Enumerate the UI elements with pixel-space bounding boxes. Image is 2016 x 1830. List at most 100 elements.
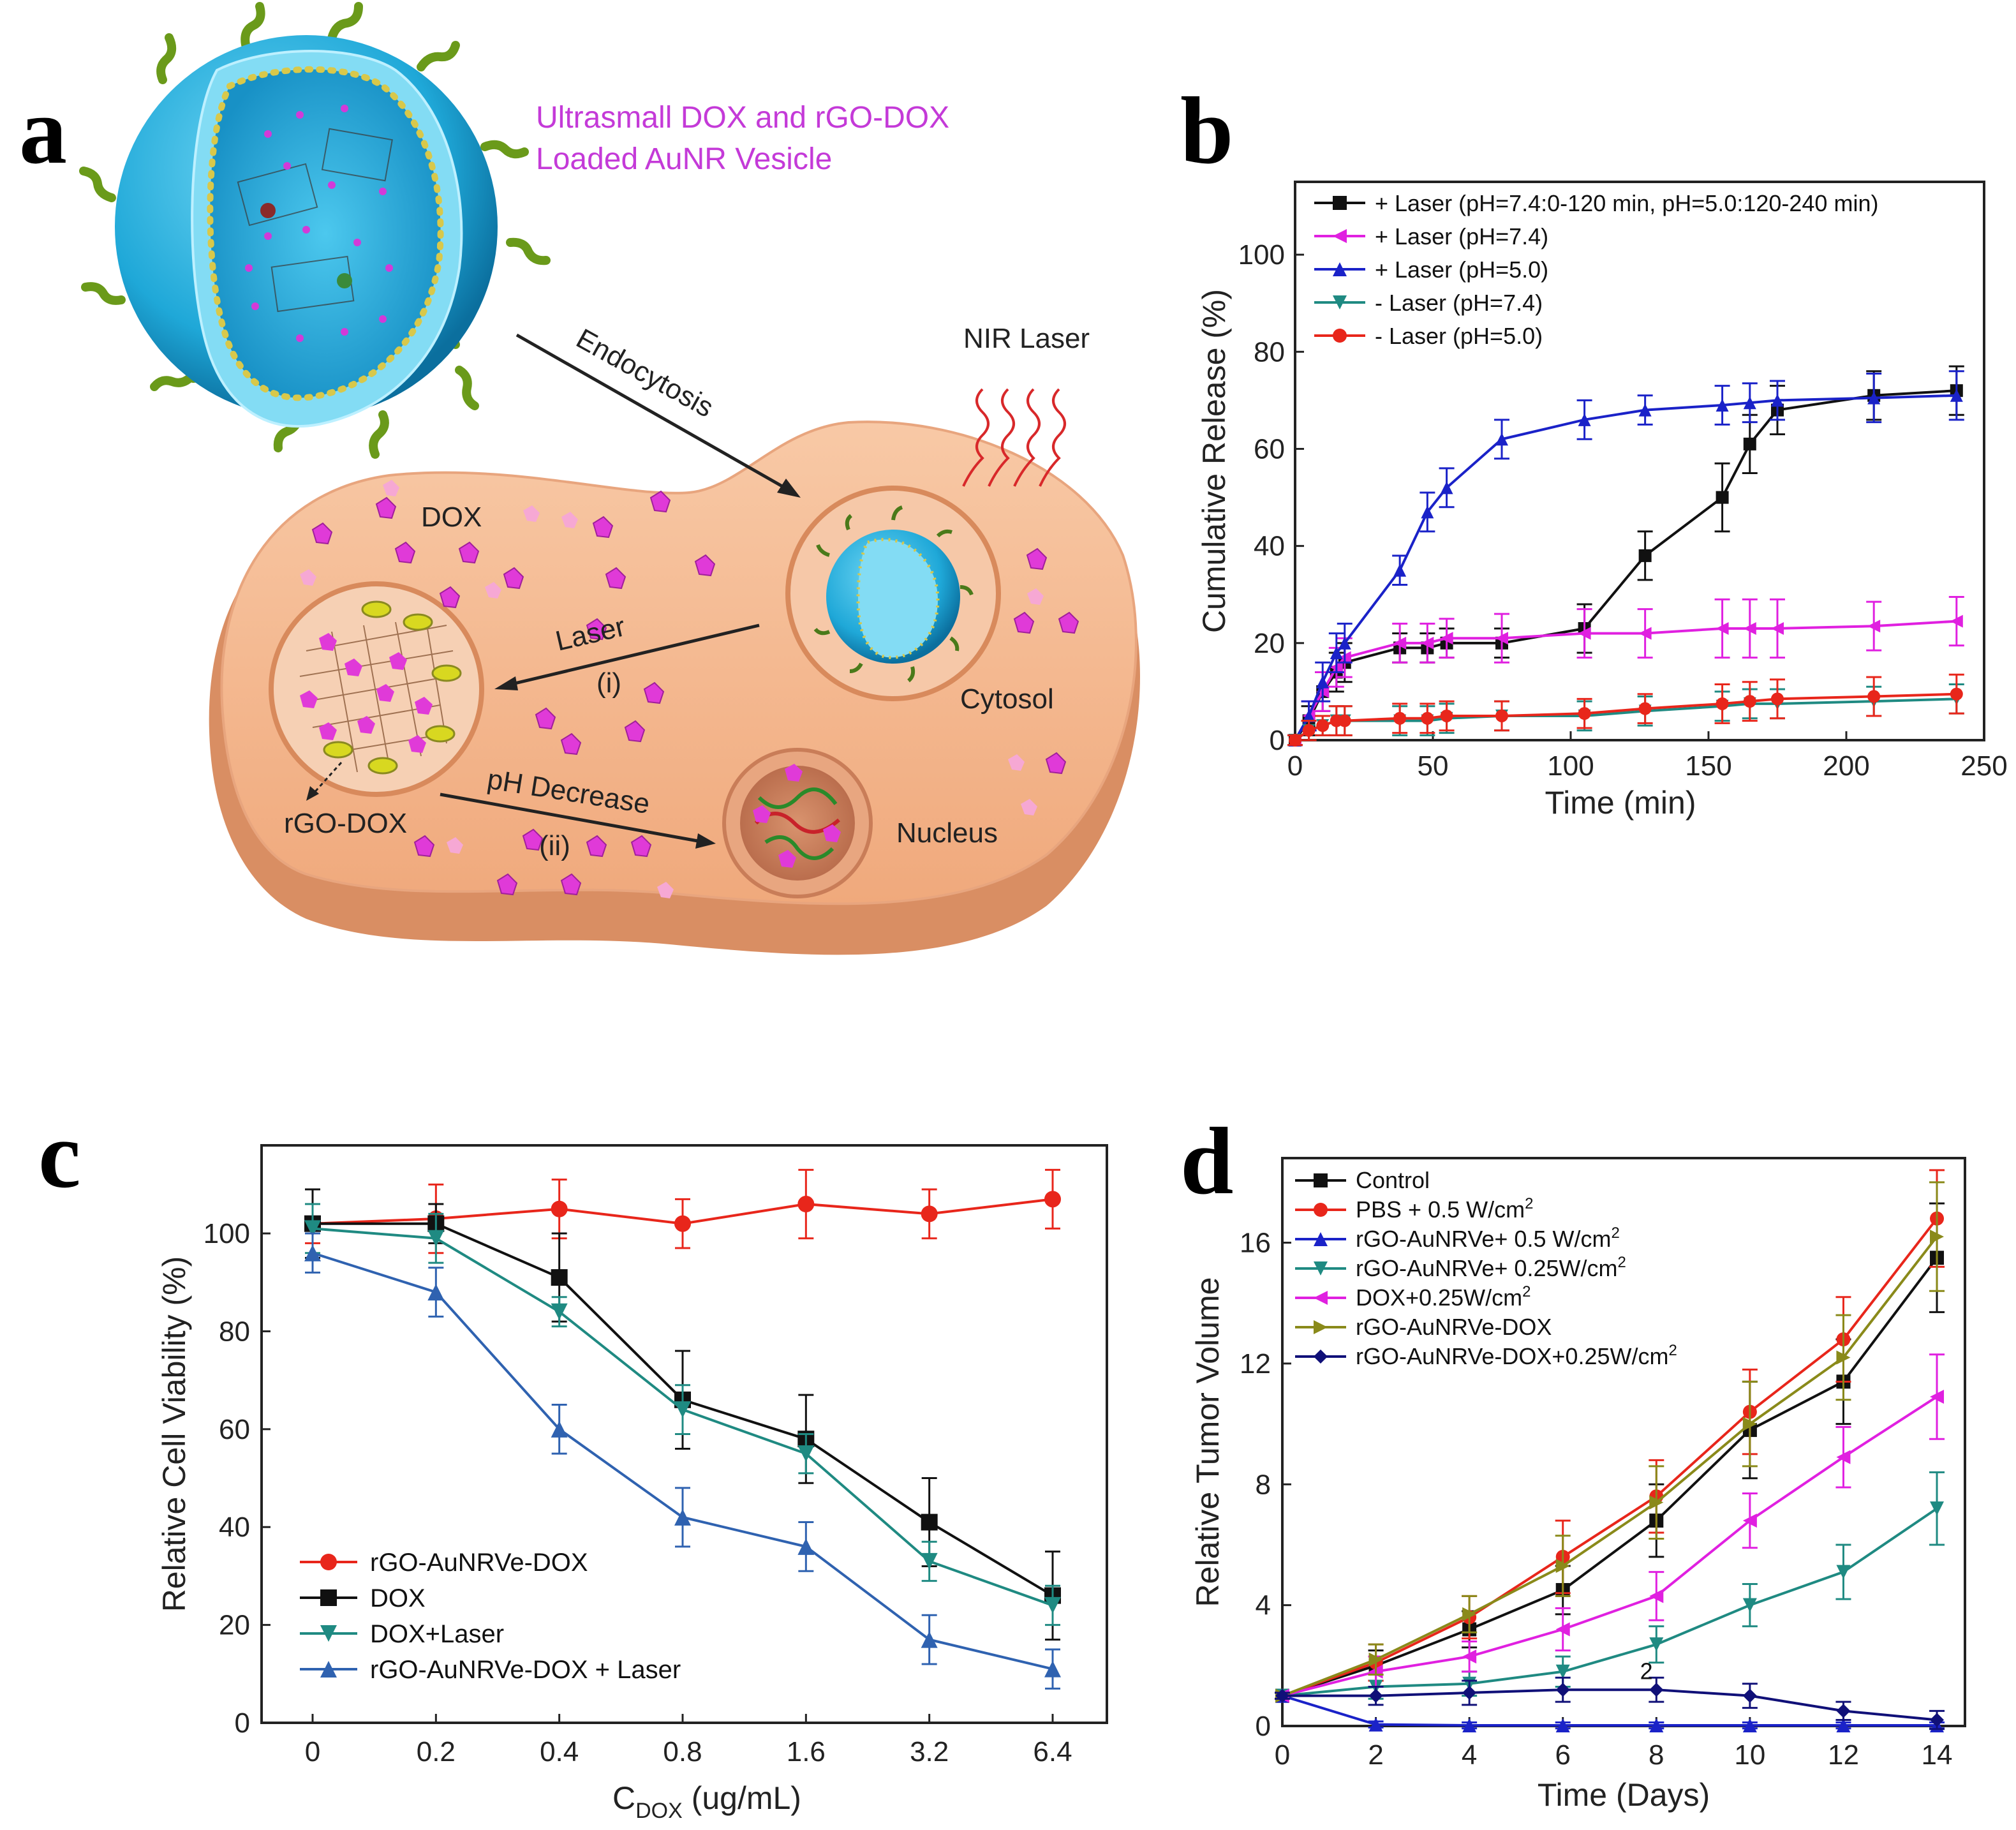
y-axis-label: Relative Cell Viability (%) — [156, 1256, 192, 1612]
y-axis-label: Relative Tumor Volume — [1190, 1277, 1226, 1607]
data-point — [1555, 1664, 1570, 1679]
chart-d-tumor-volume: 0 2 4 6 8 10 12 14 0 4 8 12 16 Time (Days) Relative Tu… — [1190, 1157, 1966, 1813]
legend-label: DOX+Laser — [370, 1620, 504, 1648]
x-tick-label: 0.4 — [540, 1736, 579, 1767]
legend-marker — [320, 1625, 337, 1642]
data-point — [1771, 394, 1784, 407]
data-point — [1743, 437, 1756, 450]
data-point — [1578, 413, 1591, 426]
endosome-vesicle — [785, 486, 1001, 701]
data-point — [1368, 1688, 1383, 1703]
panel-letter-a: a — [19, 78, 67, 184]
series-line — [1294, 692, 1957, 741]
x-tick-label: 4 — [1462, 1739, 1477, 1771]
data-point — [921, 1552, 938, 1570]
data-point — [1393, 563, 1407, 577]
data-point — [1716, 622, 1729, 635]
legend-marker — [1333, 262, 1347, 276]
x-tick-label: 6 — [1555, 1739, 1570, 1771]
data-point — [1649, 1683, 1664, 1697]
data-point — [1742, 1598, 1757, 1612]
ph-arrow — [440, 792, 706, 844]
data-point — [1462, 1607, 1477, 1621]
x-tick-label: 1.6 — [787, 1736, 826, 1767]
data-point — [1462, 1649, 1477, 1664]
x-tick-label: 2 — [1368, 1739, 1383, 1771]
data-point — [1393, 636, 1407, 650]
data-point — [1275, 1688, 1289, 1703]
endocytosis-arrowhead — [777, 479, 801, 498]
data-point — [1950, 614, 1963, 628]
data-point — [1555, 1622, 1570, 1637]
series-b-1 — [1287, 596, 1964, 747]
dox-molecules-faded — [300, 480, 1044, 898]
y-tick-label: 0 — [235, 1707, 250, 1739]
legend: rGO-AuNRVe-DOX DOX DOX+Laser rGO-AuNRVe-DOX… — [300, 1549, 681, 1684]
series-b-4 — [1287, 673, 1964, 747]
series-line — [1282, 1217, 1938, 1697]
legend-marker — [1314, 1350, 1328, 1364]
data-point — [1836, 1565, 1851, 1579]
legend-label: - Laser (pH=5.0) — [1375, 323, 1543, 349]
stray-annotation: 2 — [1640, 1658, 1653, 1685]
data-point — [304, 1220, 321, 1237]
data-point — [1638, 702, 1652, 715]
series-d-2 — [1275, 1688, 1945, 1733]
laser-arrow — [503, 623, 760, 688]
legend-label: DOX — [370, 1584, 426, 1612]
series-line — [1282, 1688, 1938, 1722]
data-point — [1771, 622, 1784, 635]
y-tick-label: 0 — [1256, 1711, 1271, 1742]
series-line — [1294, 620, 1957, 741]
dox-label: DOX — [421, 502, 482, 533]
legend-label: PBS + 0.5 W/cm2 — [1356, 1195, 1533, 1223]
data-point — [1638, 627, 1652, 640]
vesicle-large — [79, 2, 551, 459]
nir-laser-waves — [962, 388, 1066, 487]
series-b-0 — [1287, 365, 1964, 747]
nucleus — [722, 748, 873, 898]
chart-c-viability: 0 0.2 0.4 0.8 1.6 3.2 6.4 0 20 40 60 80 100 CDOX (ug/… — [156, 1144, 1108, 1823]
data-point — [1649, 1589, 1664, 1603]
rgo-dox-pointer-head — [306, 786, 319, 801]
data-point — [1555, 1718, 1570, 1733]
data-point — [1867, 690, 1881, 703]
x-tick-label: 200 — [1823, 750, 1869, 782]
dox-molecules — [311, 490, 1079, 896]
y-axis-label: Cumulative Release (%) — [1196, 289, 1232, 633]
data-point — [427, 1284, 445, 1301]
data-point — [1495, 709, 1508, 722]
y-tick-label: 8 — [1256, 1469, 1271, 1500]
legend-marker — [1333, 329, 1347, 343]
data-point — [674, 1508, 691, 1526]
legend-marker — [1333, 295, 1347, 309]
series-line — [1282, 1235, 1938, 1697]
data-point — [1950, 687, 1963, 701]
cytosol-label: Cytosol — [960, 683, 1054, 715]
laser-arrowhead — [494, 676, 518, 690]
x-tick-label: 0 — [305, 1736, 320, 1767]
legend-label: rGO-AuNRVe-DOX + Laser — [370, 1656, 681, 1684]
data-point — [1930, 1389, 1945, 1404]
legend-label: rGO-AuNRVe-DOX — [1356, 1314, 1552, 1340]
data-point — [1743, 396, 1756, 410]
legend-label: rGO-AuNRVe-DOX — [370, 1549, 588, 1577]
y-tick-label: 12 — [1240, 1348, 1271, 1380]
legend-marker — [320, 1661, 337, 1678]
data-point — [1462, 1685, 1477, 1700]
data-point — [674, 1401, 691, 1418]
x-tick-label: 0 — [1275, 1739, 1290, 1771]
vesicle-title-line1: Ultrasmall DOX and rGO-DOX — [536, 101, 949, 135]
data-point — [1440, 632, 1453, 645]
legend-marker — [1333, 196, 1347, 210]
rgo-dox-pointer — [311, 761, 343, 796]
x-tick-label: 0 — [1287, 750, 1303, 782]
series-c-3 — [304, 1232, 1061, 1690]
data-point — [674, 1215, 691, 1232]
legend-label: + Laser (pH=7.4) — [1375, 223, 1548, 249]
legend-marker — [1314, 1203, 1328, 1217]
data-point — [551, 1303, 568, 1320]
data-point — [1742, 1417, 1757, 1431]
vesicle-title-line2: Loaded AuNR Vesicle — [536, 142, 832, 176]
